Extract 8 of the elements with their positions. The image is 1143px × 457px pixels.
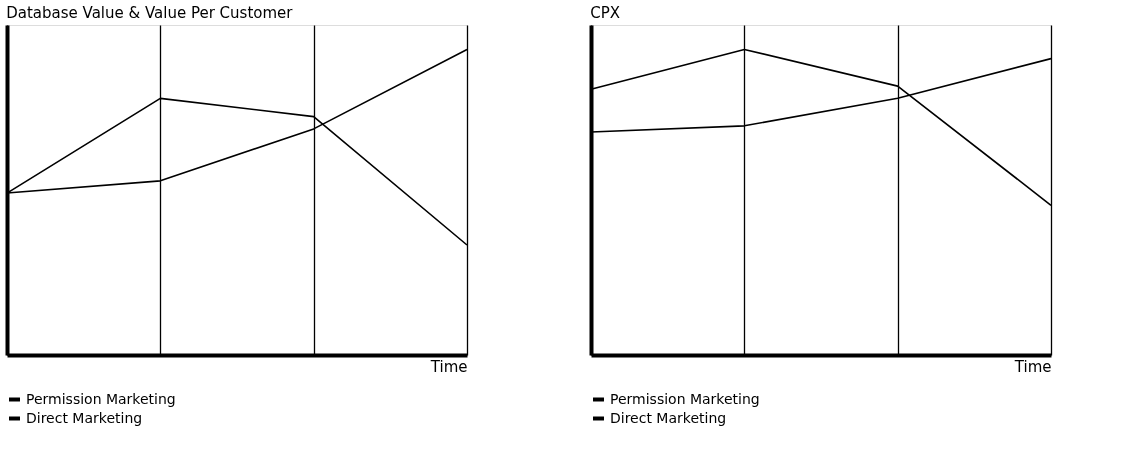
x-axis-title: Time: [1013, 357, 1052, 376]
chart-title: CPX: [590, 4, 620, 22]
legend-label: Direct Marketing: [610, 409, 727, 426]
legend-label: Direct Marketing: [26, 409, 143, 426]
x-axis-title: Time: [429, 357, 468, 376]
legend-label: Permission Marketing: [26, 390, 176, 407]
legend-label: Permission Marketing: [610, 390, 760, 407]
chart-title: Database Value & Value Per Customer: [6, 4, 294, 22]
